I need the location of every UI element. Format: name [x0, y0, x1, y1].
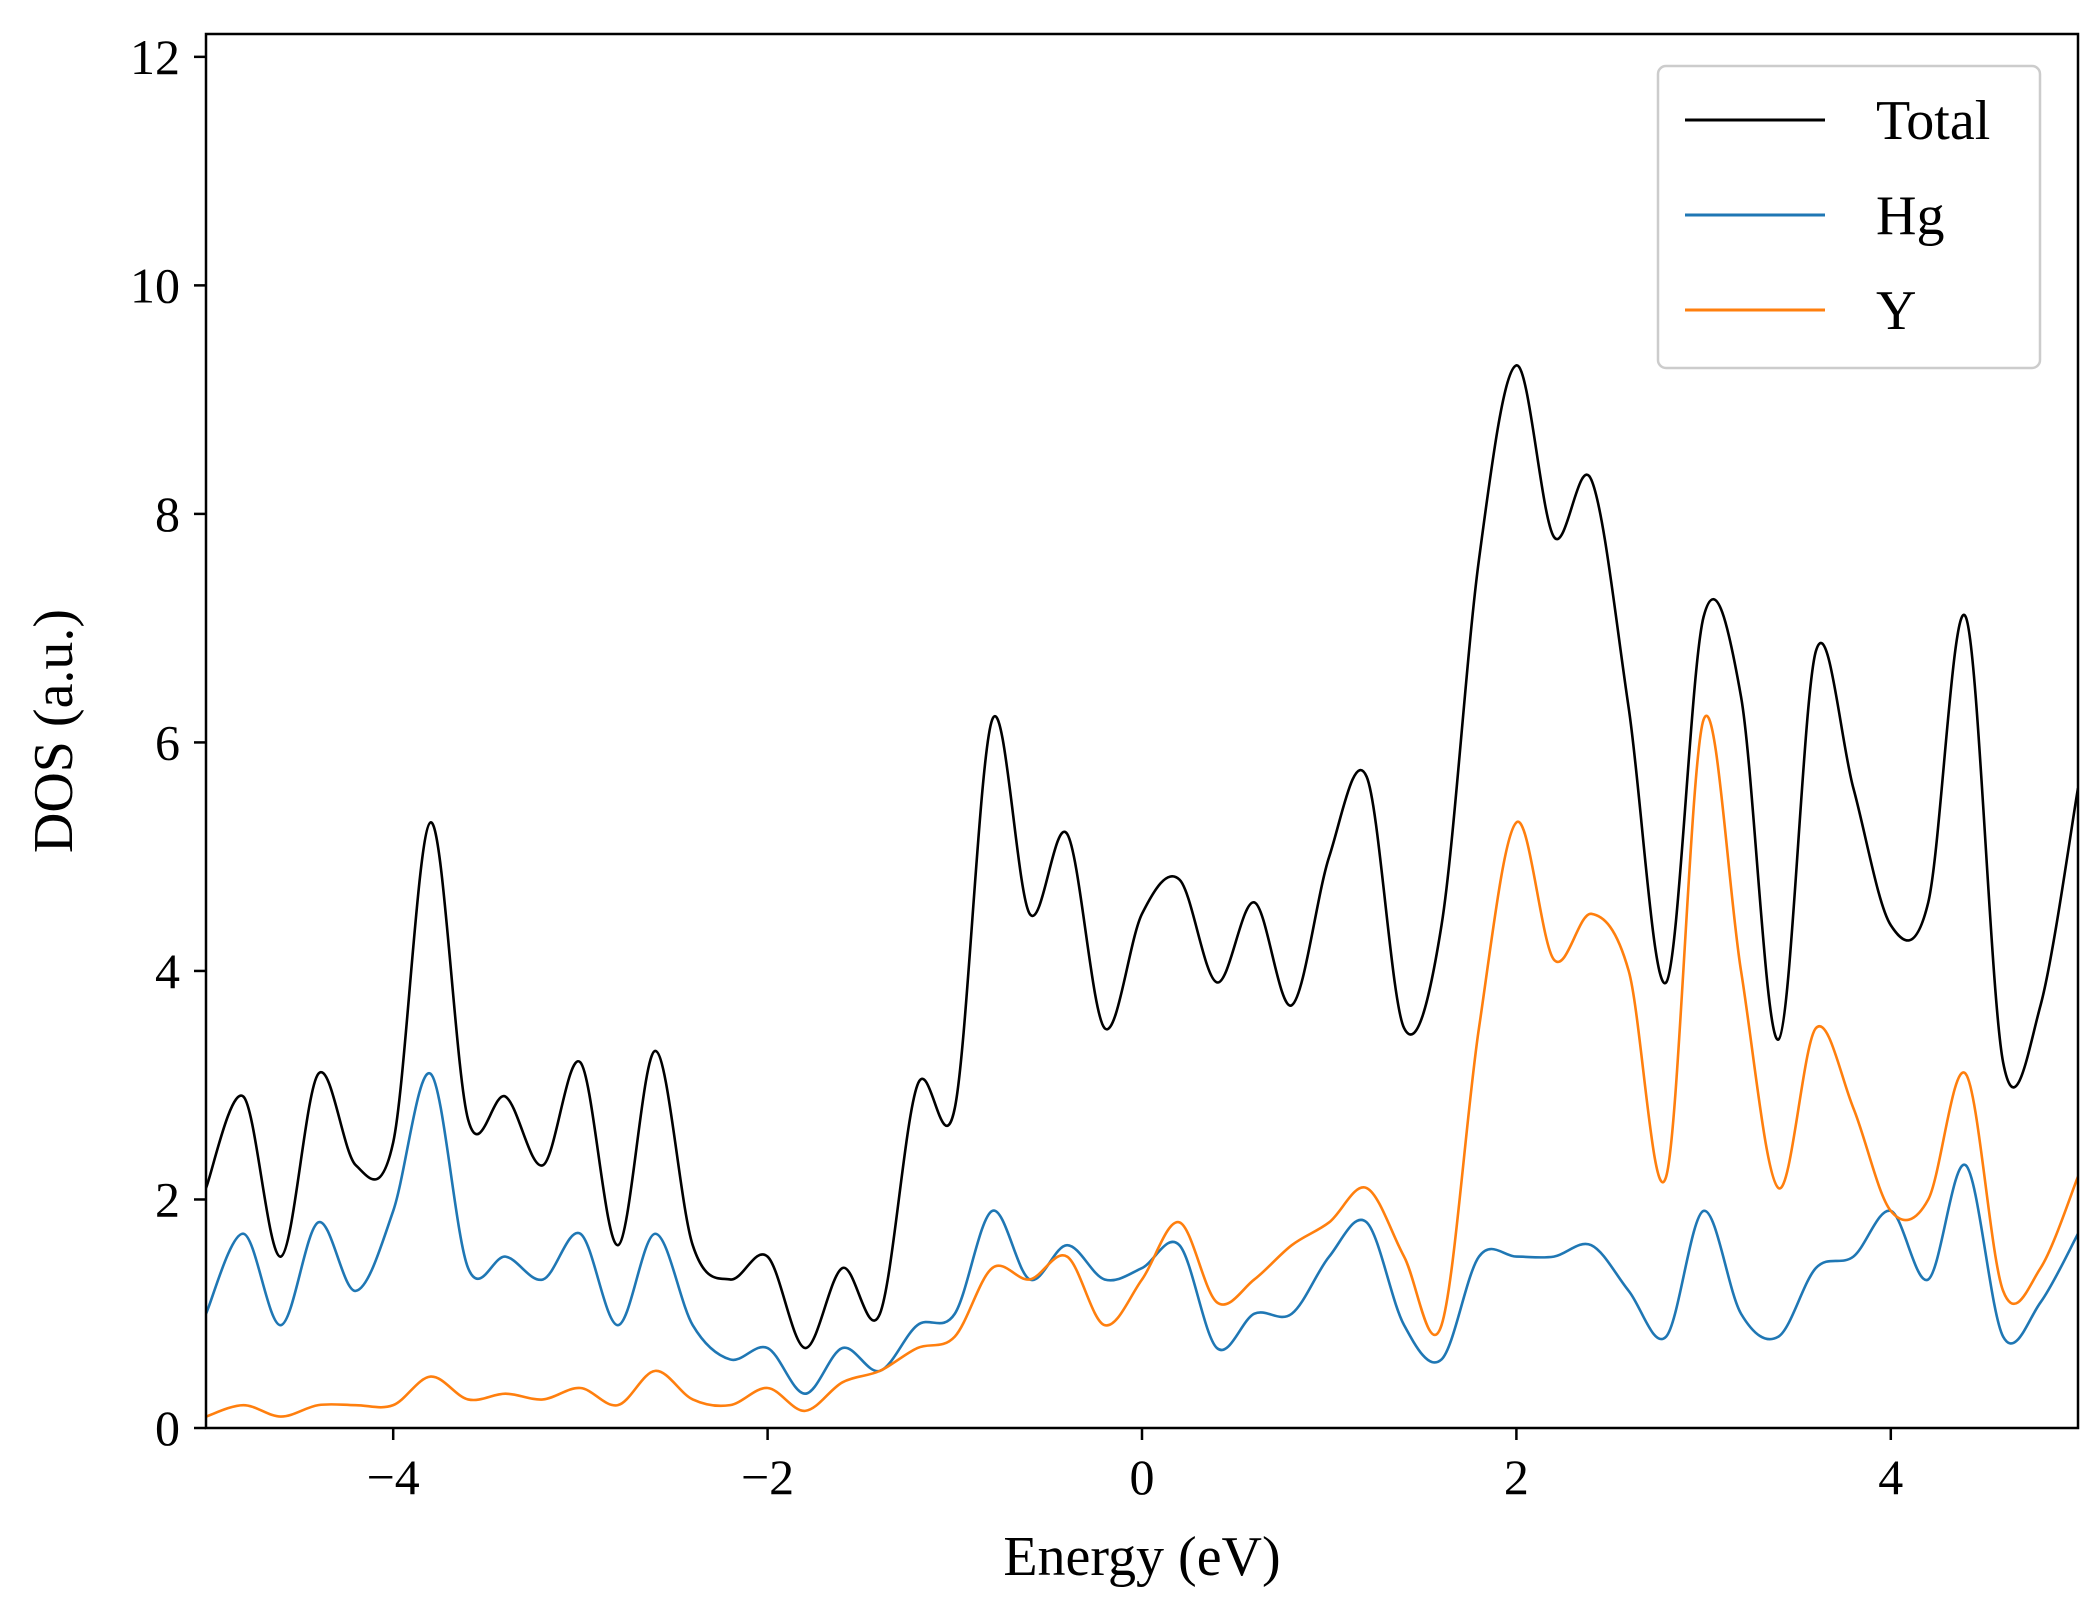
y-tick-label: 8 — [155, 486, 180, 542]
legend-label-y: Y — [1876, 280, 1916, 342]
y-tick-label: 0 — [155, 1400, 180, 1456]
y-axis-label: DOS (a.u.) — [23, 609, 85, 853]
x-axis-label: Energy (eV) — [1003, 1526, 1280, 1588]
x-tick-label: 2 — [1504, 1449, 1529, 1505]
tick-layer: −4 −2 0 2 4 0 2 4 6 8 10 12 — [130, 29, 1903, 1505]
legend-label-hg: Hg — [1876, 185, 1944, 247]
series-line-total — [206, 364, 2078, 1350]
y-tick-label: 2 — [155, 1171, 180, 1227]
x-tick-label: −2 — [741, 1449, 794, 1505]
y-tick-label: 10 — [130, 257, 180, 313]
series-line-y — [206, 714, 2078, 1418]
legend: Total Hg Y — [1656, 64, 2042, 370]
y-tick-label: 6 — [155, 714, 180, 770]
x-tick-label: 0 — [1130, 1449, 1155, 1505]
series-line-hg — [206, 1072, 2078, 1396]
y-tick-label: 12 — [130, 29, 180, 85]
legend-box — [1656, 64, 2042, 370]
x-tick-label: −4 — [367, 1449, 420, 1505]
legend-label-total: Total — [1876, 90, 1990, 152]
x-tick-label: 4 — [1878, 1449, 1903, 1505]
y-tick-label: 4 — [155, 943, 180, 999]
series-layer — [206, 364, 2078, 1418]
